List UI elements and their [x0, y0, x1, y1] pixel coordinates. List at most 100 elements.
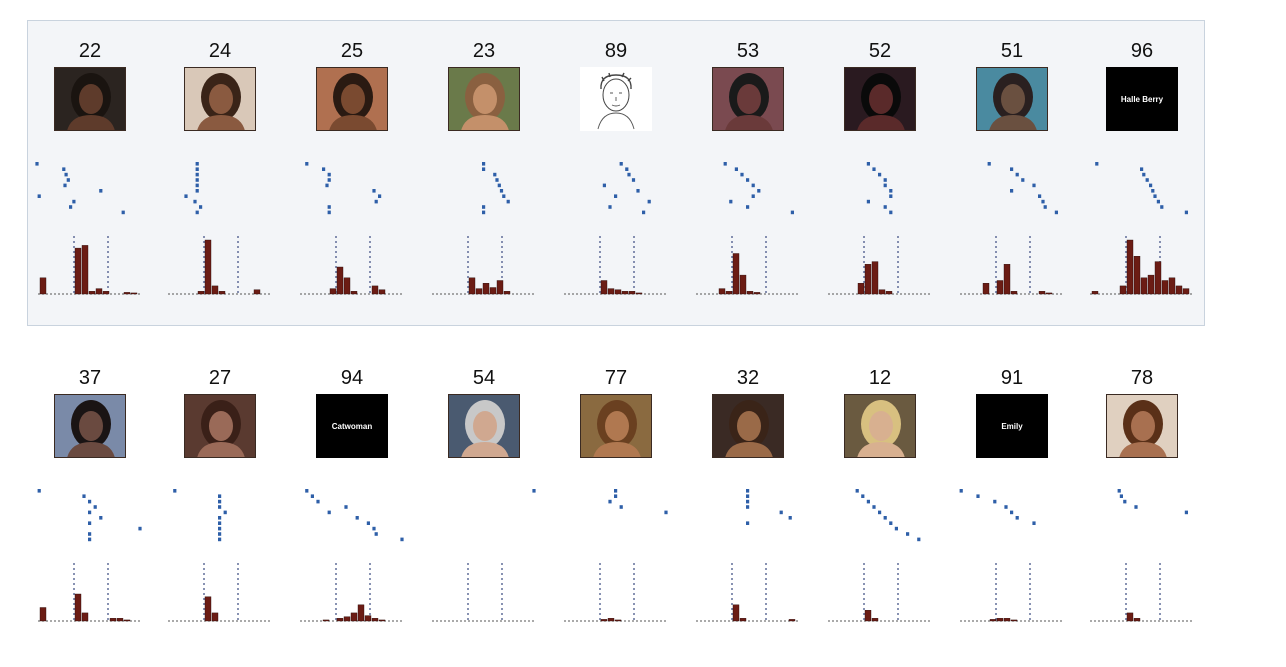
spike-raster — [305, 162, 382, 215]
response-histogram — [38, 563, 142, 622]
histogram-bar — [482, 283, 490, 295]
spike-mark — [1184, 210, 1188, 215]
spike-mark — [746, 205, 750, 209]
spike-mark — [121, 210, 125, 215]
response-histogram — [960, 236, 1064, 295]
portrait-photo-icon — [725, 400, 773, 457]
stimulus-text: Catwoman — [331, 421, 373, 431]
spike-mark — [72, 199, 76, 204]
histogram-bar — [81, 245, 89, 295]
spike-raster — [482, 162, 510, 215]
spike-mark — [614, 489, 618, 493]
histogram-bar — [322, 619, 330, 622]
histogram-bar — [1182, 288, 1190, 295]
stimulus-text: Emily — [1001, 421, 1023, 431]
spike-mark — [619, 162, 623, 166]
spike-raster — [602, 162, 651, 215]
spike-mark — [374, 532, 378, 536]
histogram-bar — [1154, 261, 1162, 295]
histogram-bar — [378, 289, 386, 295]
response-histogram — [828, 563, 932, 622]
stimulus-photo — [184, 67, 256, 131]
spike-mark — [627, 172, 631, 177]
spike-mark — [1010, 167, 1014, 171]
spike-mark — [482, 162, 486, 166]
histogram-bar — [1003, 264, 1011, 295]
spike-mark — [1184, 510, 1188, 515]
spike-raster — [855, 489, 921, 542]
histogram-bar — [503, 291, 511, 295]
spike-raster — [723, 162, 794, 215]
spike-mark — [218, 537, 222, 542]
unit-panel: 91 Emily — [952, 367, 1072, 667]
histogram-bar — [1119, 285, 1127, 295]
spike-mark — [866, 499, 870, 504]
histogram-bar — [378, 619, 386, 622]
histogram-bar — [864, 264, 872, 295]
unit-panel: 52 — [820, 40, 940, 340]
spike-mark — [734, 167, 738, 171]
spike-mark — [740, 172, 744, 177]
stimulus-photo — [844, 67, 916, 131]
unit-panel: 32 — [688, 367, 808, 667]
spike-mark — [218, 532, 222, 536]
stimulus-photo — [844, 394, 916, 458]
spike-mark — [1004, 505, 1008, 509]
histogram-bar — [996, 618, 1004, 622]
response-histogram — [828, 236, 932, 295]
histogram-bar — [197, 291, 205, 295]
spike-mark — [69, 205, 73, 209]
portrait-photo-icon — [461, 73, 509, 130]
histogram-bar — [39, 607, 47, 622]
stimulus-photo — [448, 67, 520, 131]
unit-panel: 24 — [160, 40, 280, 340]
spike-mark — [1032, 521, 1036, 525]
spike-mark — [746, 489, 750, 493]
histogram-bar — [1003, 618, 1011, 622]
spike-mark — [195, 167, 199, 171]
spike-mark — [1151, 189, 1155, 193]
spike-mark — [1142, 172, 1146, 177]
histogram-bar — [357, 604, 365, 622]
unit-panel: 22 — [30, 40, 150, 340]
histogram-bar — [1038, 291, 1046, 295]
histogram-bar — [1140, 277, 1148, 295]
spike-mark — [1149, 183, 1153, 188]
stimulus-sketch — [580, 67, 652, 131]
spike-mark — [878, 510, 882, 515]
histogram-bar — [600, 619, 608, 622]
histogram-bar — [725, 291, 733, 295]
spike-mark — [218, 505, 222, 509]
stimulus-photo — [316, 67, 388, 131]
histogram-bar — [718, 288, 726, 295]
response-histogram — [300, 563, 404, 622]
spike-mark — [1038, 194, 1042, 198]
spike-raster — [746, 489, 792, 525]
spike-mark — [99, 516, 103, 520]
spike-raster — [35, 162, 125, 215]
histogram-bar — [489, 287, 497, 295]
spike-mark — [889, 210, 893, 215]
histogram-bar — [746, 291, 754, 295]
portrait-photo-icon — [725, 73, 773, 130]
spike-mark — [636, 189, 640, 193]
spike-mark — [861, 494, 865, 498]
spike-mark — [66, 178, 70, 182]
stimulus-photo — [448, 394, 520, 458]
portrait-photo-icon — [197, 73, 245, 130]
response-histogram — [432, 236, 536, 295]
stimulus-photo — [712, 394, 784, 458]
unit-panel: 27 — [160, 367, 280, 667]
histogram-bar — [109, 618, 117, 622]
histogram-bar — [74, 247, 82, 295]
spike-mark — [195, 183, 199, 188]
spike-mark — [88, 532, 92, 536]
histogram-bar — [635, 292, 643, 295]
portrait-photo-icon — [989, 73, 1037, 130]
spike-raster — [1095, 162, 1188, 215]
unit-panel: 78 — [1082, 367, 1202, 667]
histogram-bar — [218, 291, 226, 295]
histogram-bar — [1133, 618, 1141, 622]
spike-mark — [746, 499, 750, 504]
spike-mark — [723, 162, 727, 166]
